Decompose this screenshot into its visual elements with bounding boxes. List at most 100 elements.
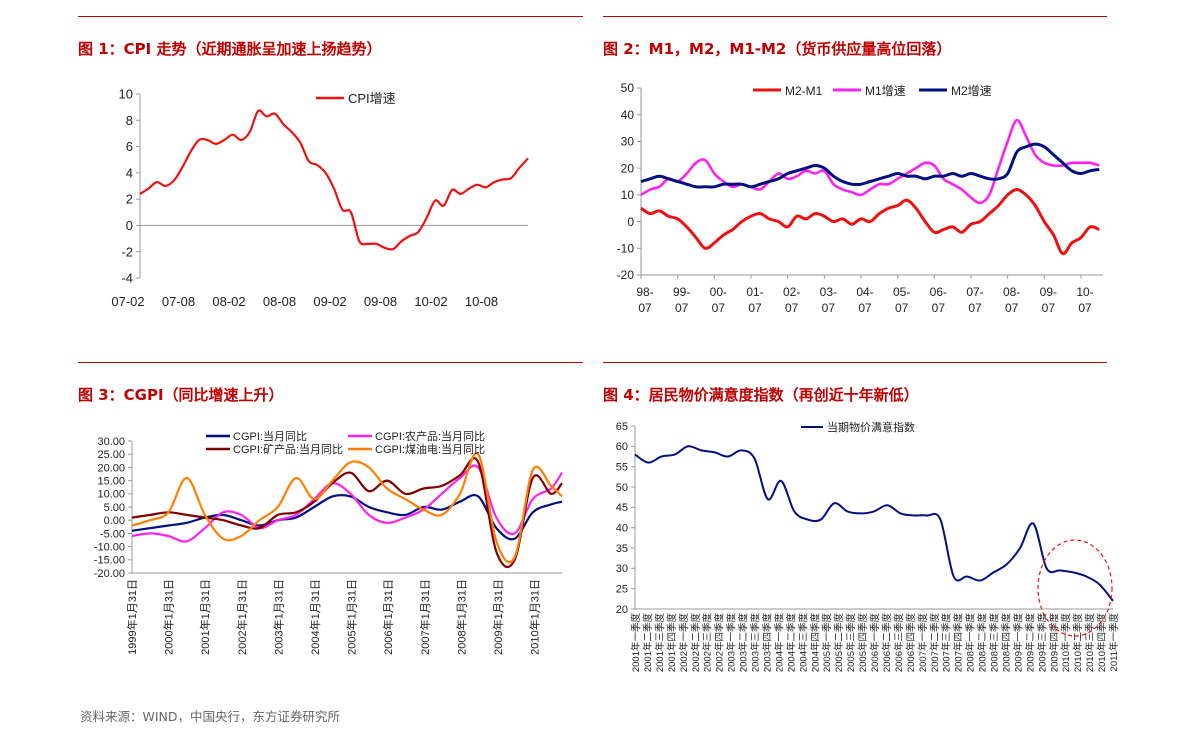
x-tick-label: 07 bbox=[675, 301, 689, 315]
y-tick-label: 10 bbox=[621, 188, 635, 202]
figure-2-chart: -20 -10 0 10 20 30 40 50 98- 07 99- 07 00- 07 01- 07 02-… bbox=[617, 81, 1103, 315]
x-tick-label: 07 bbox=[822, 301, 836, 315]
x-tick-label: 10- bbox=[1076, 285, 1093, 299]
x-tick-label: 10-08 bbox=[465, 294, 498, 309]
y-tick-label: 50 bbox=[616, 482, 628, 494]
x-tick-label: 08-08 bbox=[263, 294, 296, 309]
x-tick-label: 2009年1月31日 bbox=[491, 579, 505, 655]
legend-label: CGPI:农产品:当月同比 bbox=[375, 429, 485, 443]
x-tick-label: 2007年四季度 bbox=[953, 613, 965, 673]
x-tick-label: 99- bbox=[673, 285, 690, 299]
y-tick-label: 25 bbox=[616, 584, 628, 596]
series-line-3 bbox=[131, 452, 563, 564]
y-tick-label: 0 bbox=[126, 218, 133, 233]
x-tick-label: 2010年二季度 bbox=[1072, 613, 1084, 673]
x-tick-label: 07 bbox=[932, 301, 946, 315]
legend-label: CGPI:煤油电:当月同比 bbox=[375, 442, 485, 456]
y-tick-label: 4 bbox=[126, 165, 133, 180]
x-tick-label: 2003年二季度 bbox=[738, 613, 750, 673]
y-tick-label: 5.00 bbox=[104, 502, 125, 514]
x-tick-label: 2010年一季度 bbox=[1060, 613, 1072, 673]
x-tick-label: 2004年四季度 bbox=[809, 613, 821, 673]
x-tick-label: 05- bbox=[893, 285, 910, 299]
y-tick-label: -2 bbox=[121, 244, 133, 259]
series-line-0 bbox=[640, 188, 1100, 256]
figure-1-title: 图 1：CPI 走势（近期通胀呈加速上扬趋势） bbox=[78, 40, 382, 58]
x-tick-label: 2009年二季度 bbox=[1024, 613, 1036, 673]
x-tick-label: 2009年三季度 bbox=[1036, 613, 1048, 673]
series-line-2 bbox=[131, 457, 563, 569]
y-tick-label: 10 bbox=[119, 87, 133, 102]
x-tick-label: 2002年1月31日 bbox=[235, 579, 249, 655]
y-tick-label: 30 bbox=[616, 563, 628, 575]
y-tick-label: 35 bbox=[616, 543, 628, 555]
y-tick-label: -20 bbox=[617, 268, 635, 282]
legend-label: M2增速 bbox=[951, 84, 992, 98]
x-tick-label: 2010年三季度 bbox=[1084, 613, 1096, 673]
x-tick-label: 1999年1月31日 bbox=[125, 579, 139, 655]
x-tick-label: 08- bbox=[1003, 285, 1020, 299]
y-tick-label: 20.00 bbox=[97, 462, 125, 474]
x-tick-label: 2004年二季度 bbox=[785, 613, 797, 673]
x-tick-label: 2003年一季度 bbox=[726, 613, 738, 673]
x-tick-label: 09-02 bbox=[313, 294, 346, 309]
figure-1-panel: 图 1：CPI 走势（近期通胀呈加速上扬趋势） bbox=[78, 16, 583, 346]
x-tick-label: 07 bbox=[1078, 301, 1092, 315]
series-line-0 bbox=[634, 445, 1114, 602]
series-line-1 bbox=[131, 464, 563, 543]
x-tick-label: 07 bbox=[712, 301, 726, 315]
figure-4-panel: 图 4：居民物价满意度指数（再创近十年新低） bbox=[603, 362, 1107, 692]
y-tick-label: 8 bbox=[126, 113, 133, 128]
x-tick-label: 2003年1月31日 bbox=[271, 579, 285, 655]
x-tick-label: 2004年一季度 bbox=[773, 613, 785, 673]
legend-label: M2-M1 bbox=[785, 84, 823, 98]
x-tick-label: 08-02 bbox=[212, 294, 245, 309]
legend-label: CGPI:矿产品:当月同比 bbox=[233, 442, 343, 456]
x-tick-label: 2007年一季度 bbox=[917, 613, 929, 673]
x-tick-label: 2007年二季度 bbox=[929, 613, 941, 673]
x-tick-label: 07 bbox=[638, 301, 652, 315]
x-tick-label: 07 bbox=[1042, 301, 1056, 315]
x-tick-label: 01- bbox=[746, 285, 763, 299]
x-tick-label: 2005年一季度 bbox=[821, 613, 833, 673]
x-tick-label: 2003年三季度 bbox=[750, 613, 762, 673]
x-tick-label: 00- bbox=[710, 285, 727, 299]
figure-3-panel: 图 3：CGPI（同比增速上升） bbox=[78, 362, 583, 692]
figure-4-title-bar bbox=[603, 362, 1107, 397]
figure-1-title-bar bbox=[78, 16, 583, 51]
x-tick-label: 2006年二季度 bbox=[881, 613, 893, 673]
y-tick-label: 25.00 bbox=[97, 449, 125, 461]
x-tick-label: 2001年一季度 bbox=[630, 613, 642, 673]
x-tick-label: 07 bbox=[785, 301, 799, 315]
series-line-1 bbox=[640, 118, 1100, 205]
x-tick-label: 03- bbox=[820, 285, 837, 299]
y-tick-label: 0 bbox=[627, 215, 634, 229]
y-tick-label: 50 bbox=[621, 81, 635, 95]
y-tick-label: 30.00 bbox=[97, 436, 125, 448]
y-tick-label: 20 bbox=[621, 161, 635, 175]
x-tick-label: 2008年三季度 bbox=[989, 613, 1001, 673]
x-tick-label: 07- bbox=[966, 285, 983, 299]
figure-2-panel: 图 2：M1，M2，M1-M2（货币供应量高位回落） bbox=[603, 16, 1107, 346]
legend-label: M1增速 bbox=[865, 84, 906, 98]
x-tick-label: 2004年1月31日 bbox=[308, 579, 322, 655]
x-tick-label: 2005年二季度 bbox=[833, 613, 845, 673]
x-tick-label: 2000年1月31日 bbox=[162, 579, 176, 655]
series-line-2 bbox=[640, 142, 1100, 189]
x-tick-label: 2005年1月31日 bbox=[345, 579, 359, 655]
y-tick-label: -10.00 bbox=[94, 541, 125, 553]
x-tick-label: 2005年三季度 bbox=[845, 613, 857, 673]
figure-3-chart: 30.0025.0020.0015.0010.005.000.00-5.00-1… bbox=[94, 429, 563, 655]
x-tick-label: 2001年四季度 bbox=[666, 613, 678, 673]
y-tick-label: 0.00 bbox=[104, 515, 125, 527]
x-tick-label: 2005年四季度 bbox=[857, 613, 869, 673]
x-tick-label: 2002年一季度 bbox=[678, 613, 690, 673]
source-footnote: 资料来源：WIND，中国央行，东方证券研究所 bbox=[80, 709, 341, 724]
x-tick-label: 2006年1月31日 bbox=[381, 579, 395, 655]
x-tick-label: 09- bbox=[1040, 285, 1057, 299]
y-tick-label: -10 bbox=[617, 241, 635, 255]
series-line-0 bbox=[139, 109, 529, 251]
x-tick-label: 09-08 bbox=[364, 294, 397, 309]
x-tick-label: 07-08 bbox=[162, 294, 195, 309]
